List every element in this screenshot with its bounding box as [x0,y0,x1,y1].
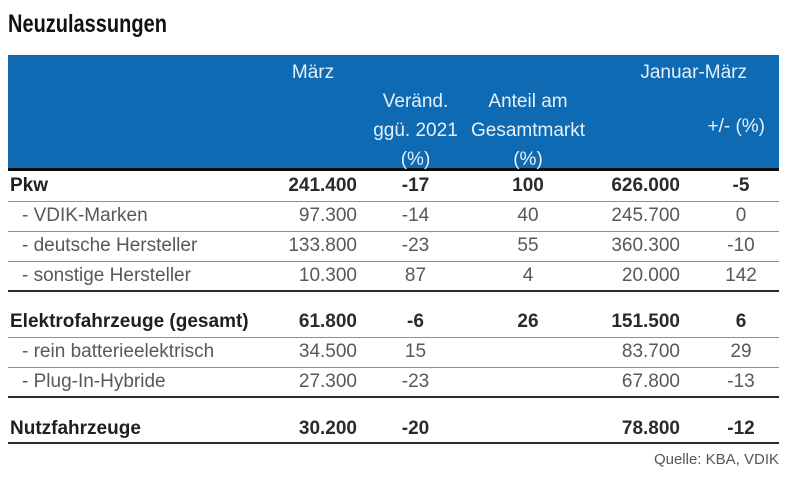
column-header-anteil-line3: (%) [513,149,543,170]
cell-plus-minus: -10 [703,231,779,262]
cell-plus-minus: 0 [703,201,779,232]
cell-plus-minus: -12 [703,415,779,444]
table-row-sonstige-hersteller: - sonstige Hersteller 10.300 87 4 20.000… [8,261,779,292]
cell-maerz: 133.800 [258,231,368,262]
cell-veraenderung: -6 [368,307,463,338]
cell-plus-minus: 6 [703,307,779,338]
cell-januar-maerz: 626.000 [593,171,703,202]
section-spacer [8,291,779,307]
cell-label: - deutsche Hersteller [8,231,258,262]
cell-veraenderung: -17 [368,171,463,202]
cell-anteil [463,337,593,368]
cell-label: - sonstige Hersteller [8,261,258,292]
column-header-veraenderung-line1: Veränd. [382,91,449,112]
table-row-vdik-marken: - VDIK-Marken 97.300 -14 40 245.700 0 [8,201,779,232]
cell-label: Pkw [8,171,258,202]
table-row-nutzfahrzeuge: Nutzfahrzeuge 30.200 -20 78.800 -12 [8,415,779,444]
page-title: Neuzulassungen [8,10,167,38]
cell-anteil [463,415,593,444]
cell-label: - Plug-In-Hybride [8,367,258,398]
cell-label: Elektrofahrzeuge (gesamt) [8,307,258,338]
cell-anteil: 26 [463,307,593,338]
section-spacer [8,397,779,415]
table-row-batterieelektrisch: - rein batterieelektrisch 34.500 15 83.7… [8,337,779,368]
column-header-januar-maerz: Januar-März [640,62,747,83]
column-header-maerz: März [291,62,335,83]
cell-anteil: 4 [463,261,593,292]
cell-januar-maerz: 151.500 [593,307,703,338]
cell-veraenderung: -14 [368,201,463,232]
cell-plus-minus: -5 [703,171,779,202]
cell-veraenderung: -23 [368,367,463,398]
source-note: Quelle: KBA, VDIK [653,451,779,468]
cell-maerz: 97.300 [258,201,368,232]
cell-maerz: 27.300 [258,367,368,398]
cell-maerz: 10.300 [258,261,368,292]
cell-maerz: 30.200 [258,415,368,444]
cell-plus-minus: 29 [703,337,779,368]
cell-maerz: 241.400 [258,171,368,202]
cell-januar-maerz: 20.000 [593,261,703,292]
column-header-plus-minus: +/- (%) [707,116,765,137]
cell-anteil: 40 [463,201,593,232]
cell-januar-maerz: 83.700 [593,337,703,368]
table-row-elektrofahrzeuge: Elektrofahrzeuge (gesamt) 61.800 -6 26 1… [8,307,779,338]
cell-veraenderung: -23 [368,231,463,262]
cell-veraenderung: 15 [368,337,463,368]
cell-maerz: 34.500 [258,337,368,368]
cell-januar-maerz: 78.800 [593,415,703,444]
column-header-veraenderung-line2: ggü. 2021 [373,120,458,141]
cell-plus-minus: 142 [703,261,779,292]
cell-plus-minus: -13 [703,367,779,398]
cell-anteil: 55 [463,231,593,262]
cell-label: Nutzfahrzeuge [8,415,258,444]
cell-veraenderung: -20 [368,415,463,444]
cell-veraenderung: 87 [368,261,463,292]
table-row-plug-in-hybride: - Plug-In-Hybride 27.300 -23 67.800 -13 [8,367,779,398]
column-header-veraenderung-line3: (%) [400,149,431,170]
registrations-table: März Veränd. ggü. 2021 (%) Anteil am Ges… [8,55,779,468]
cell-label: - VDIK-Marken [8,201,258,232]
column-header-veraenderung: Veränd. ggü. 2021 (%) [368,87,463,174]
cell-maerz: 61.800 [258,307,368,338]
table-row-deutsche-hersteller: - deutsche Hersteller 133.800 -23 55 360… [8,231,779,262]
table-body: Pkw 241.400 -17 100 626.000 -5 - VDIK-Ma… [8,171,779,444]
cell-anteil: 100 [463,171,593,202]
table-row-pkw: Pkw 241.400 -17 100 626.000 -5 [8,171,779,202]
column-header-anteil-line1: Anteil am [488,91,568,112]
table-header-band: März Veränd. ggü. 2021 (%) Anteil am Ges… [8,55,779,171]
cell-januar-maerz: 67.800 [593,367,703,398]
cell-januar-maerz: 245.700 [593,201,703,232]
cell-anteil [463,367,593,398]
cell-januar-maerz: 360.300 [593,231,703,262]
column-header-anteil-line2: Gesamtmarkt [470,120,586,141]
column-header-anteil: Anteil am Gesamtmarkt (%) [463,87,593,174]
cell-label: - rein batterieelektrisch [8,337,258,368]
